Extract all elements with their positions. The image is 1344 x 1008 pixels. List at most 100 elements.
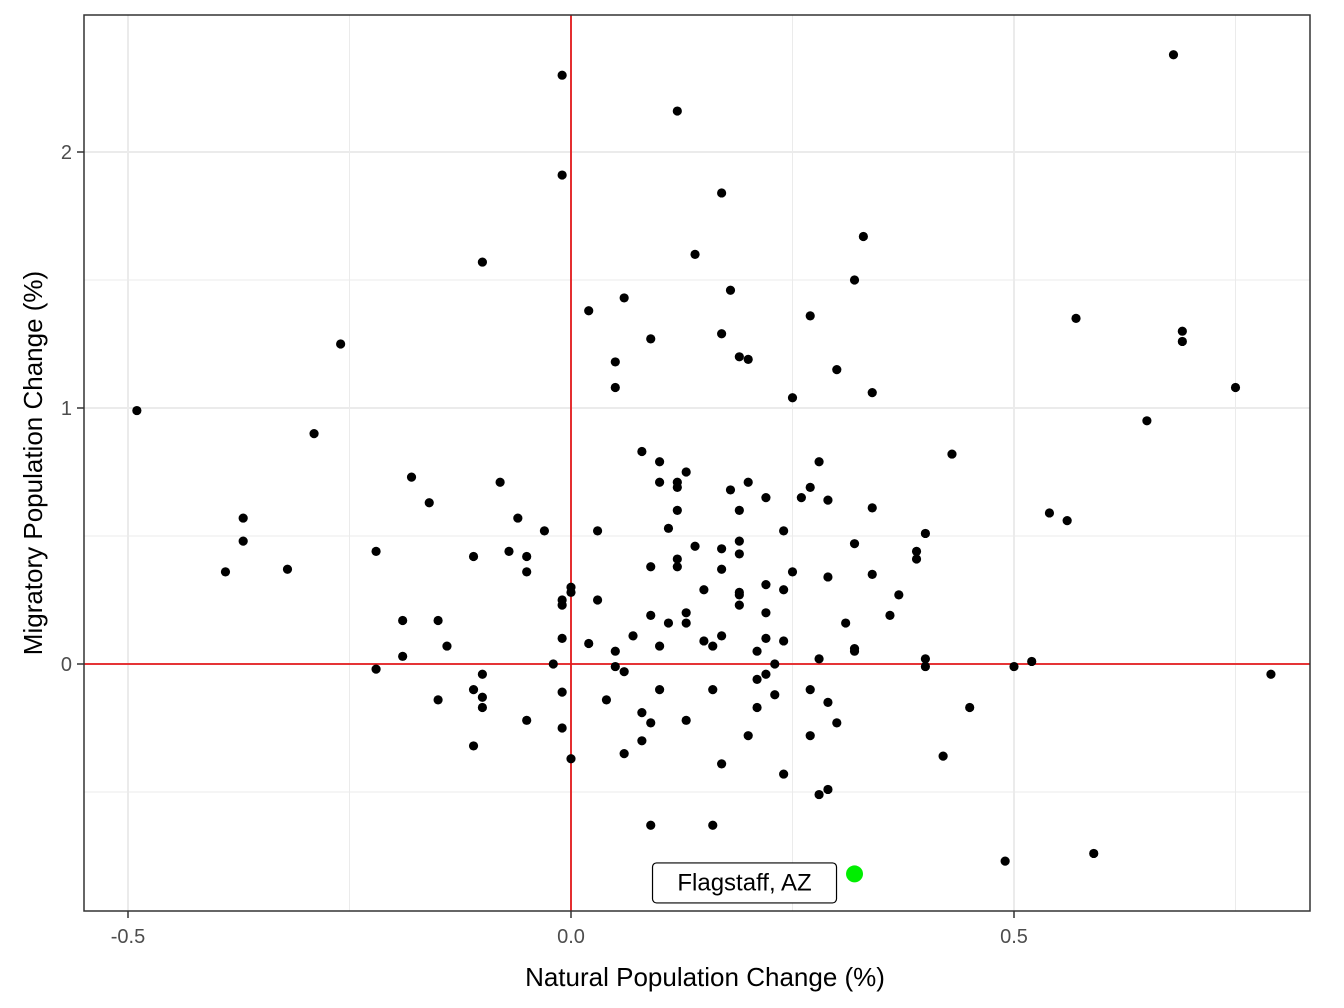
data-point <box>672 505 682 515</box>
data-point <box>477 702 487 713</box>
data-point <box>1177 336 1187 347</box>
data-point <box>468 551 479 562</box>
x-axis-ticks: -0.5 0.0 0.5 <box>111 911 1028 948</box>
data-point <box>717 631 727 641</box>
data-point <box>911 546 922 556</box>
data-point <box>1027 656 1037 667</box>
data-point <box>672 554 682 564</box>
data-point <box>646 820 656 830</box>
data-point <box>717 544 727 554</box>
data-point <box>477 257 487 267</box>
data-point <box>646 562 656 572</box>
annotation-label: Flagstaff, AZ <box>677 869 811 896</box>
data-point <box>468 741 479 751</box>
x-axis-title: Natural Population Change (%) <box>525 962 885 992</box>
data-point <box>911 554 922 564</box>
data-point <box>805 731 815 741</box>
highlight-annotation: Flagstaff, AZ <box>651 862 838 904</box>
data-point <box>637 736 647 746</box>
data-point <box>132 405 142 416</box>
data-point <box>867 569 877 580</box>
data-points <box>132 50 1276 866</box>
x-tick-label: 0.0 <box>557 926 585 948</box>
data-point <box>717 564 727 574</box>
data-point <box>1000 856 1010 866</box>
data-point <box>672 482 682 492</box>
data-point <box>894 590 904 600</box>
data-point <box>1089 848 1099 859</box>
data-point <box>1177 326 1187 336</box>
data-point <box>708 820 718 830</box>
data-point <box>920 528 931 539</box>
data-point <box>734 505 744 515</box>
data-point <box>584 306 594 316</box>
data-point <box>238 536 248 546</box>
data-point <box>805 311 815 321</box>
data-point <box>557 70 567 80</box>
data-point <box>220 567 231 577</box>
data-point <box>832 365 842 375</box>
y-tick-label: 0 <box>61 654 72 676</box>
data-point <box>858 231 868 242</box>
data-point <box>787 567 798 577</box>
data-point <box>965 702 975 713</box>
data-point <box>424 498 434 508</box>
data-point <box>920 654 931 664</box>
data-point <box>761 669 771 679</box>
data-point <box>814 457 824 467</box>
data-point <box>468 685 479 695</box>
data-point <box>522 715 532 725</box>
data-point <box>849 539 860 549</box>
data-point <box>832 718 842 728</box>
data-point <box>752 646 762 656</box>
data-point <box>823 697 833 708</box>
data-point <box>406 472 417 482</box>
data-point <box>539 526 550 536</box>
data-point <box>522 551 532 562</box>
x-tick-label: -0.5 <box>111 926 145 948</box>
data-point <box>849 275 860 285</box>
data-point <box>398 651 408 661</box>
data-point <box>752 702 762 713</box>
data-point <box>655 477 665 487</box>
data-point <box>557 687 567 697</box>
x-tick-label: 0.5 <box>1000 926 1028 948</box>
data-point <box>495 477 505 487</box>
data-point <box>1062 516 1072 526</box>
data-point <box>681 467 691 477</box>
data-point <box>646 610 656 620</box>
data-point <box>637 708 647 718</box>
data-point <box>309 429 319 439</box>
data-point <box>779 636 789 646</box>
data-point <box>823 572 833 582</box>
data-point <box>779 526 789 536</box>
data-point <box>1266 669 1276 679</box>
data-point <box>637 446 647 457</box>
data-point <box>681 715 691 725</box>
data-point <box>725 285 736 295</box>
data-point <box>1142 416 1152 426</box>
data-point <box>920 661 931 672</box>
data-point <box>433 615 443 626</box>
data-point <box>734 549 744 559</box>
data-point <box>557 600 567 610</box>
y-axis-title: Migratory Population Change (%) <box>18 271 48 655</box>
data-point <box>867 503 877 513</box>
data-point <box>681 608 691 618</box>
data-point <box>779 769 789 779</box>
data-point <box>761 580 771 590</box>
data-point <box>371 546 381 556</box>
plot-panel-border <box>83 14 1311 912</box>
data-point <box>672 106 682 116</box>
data-point <box>646 718 656 728</box>
data-point <box>592 595 603 605</box>
data-point <box>796 493 806 503</box>
data-point <box>787 393 798 403</box>
data-point <box>699 585 709 595</box>
data-point <box>823 784 833 795</box>
data-point <box>282 564 293 574</box>
data-point <box>610 646 620 656</box>
data-point <box>504 546 514 556</box>
data-point <box>619 749 629 759</box>
data-point <box>734 590 744 600</box>
